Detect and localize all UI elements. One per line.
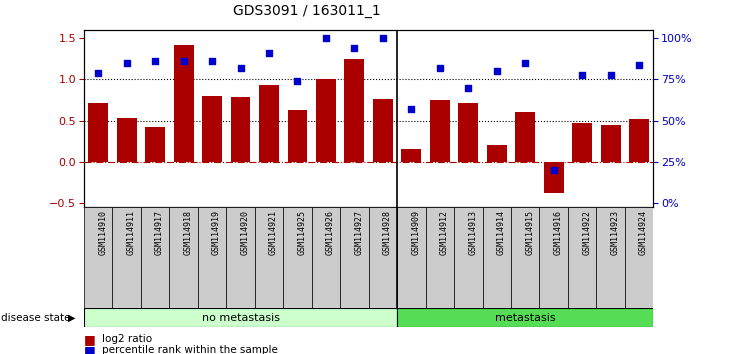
Point <box>178 58 190 64</box>
Point <box>320 35 331 41</box>
Bar <box>231 97 250 162</box>
Bar <box>112 207 141 308</box>
Bar <box>259 85 279 162</box>
Point <box>121 60 133 66</box>
Text: log2 ratio: log2 ratio <box>102 334 153 344</box>
Bar <box>568 207 596 308</box>
Text: GSM114916: GSM114916 <box>553 210 563 255</box>
Text: ■: ■ <box>84 333 96 346</box>
Text: GSM114911: GSM114911 <box>127 210 136 255</box>
Point <box>434 65 445 71</box>
Bar <box>458 103 478 162</box>
Text: GSM114909: GSM114909 <box>412 210 420 255</box>
Bar <box>629 119 649 162</box>
Text: GSM114914: GSM114914 <box>496 210 506 255</box>
Bar <box>316 79 336 162</box>
Text: GSM114927: GSM114927 <box>355 210 364 255</box>
Point <box>604 72 616 78</box>
Bar <box>544 162 564 193</box>
Bar <box>454 207 483 308</box>
Point <box>634 62 645 68</box>
Bar <box>397 207 426 308</box>
Text: GSM114921: GSM114921 <box>269 210 278 255</box>
Bar <box>117 118 137 162</box>
Point <box>577 72 588 78</box>
Text: metastasis: metastasis <box>495 313 556 323</box>
Text: no metastasis: no metastasis <box>201 313 280 323</box>
Text: GSM114926: GSM114926 <box>326 210 335 255</box>
Bar <box>141 207 169 308</box>
Point <box>377 35 388 41</box>
Bar <box>340 207 369 308</box>
Point <box>292 78 304 84</box>
Point <box>206 58 218 64</box>
Point <box>463 85 474 91</box>
Point <box>149 58 161 64</box>
Bar <box>84 308 397 327</box>
Text: percentile rank within the sample: percentile rank within the sample <box>102 346 278 354</box>
Bar <box>397 308 653 327</box>
Bar <box>169 207 198 308</box>
Bar <box>483 207 511 308</box>
Text: GSM114925: GSM114925 <box>298 210 307 255</box>
Bar <box>369 207 397 308</box>
Bar <box>596 207 625 308</box>
Point <box>491 68 502 74</box>
Text: GSM114913: GSM114913 <box>469 210 477 255</box>
Bar <box>572 123 592 162</box>
Text: GSM114917: GSM114917 <box>155 210 164 255</box>
Bar <box>88 103 108 162</box>
Bar <box>312 207 340 308</box>
Bar <box>288 110 307 162</box>
Text: GSM114924: GSM114924 <box>639 210 648 255</box>
Point <box>263 50 274 56</box>
Point <box>235 65 247 71</box>
Bar <box>373 99 393 162</box>
Bar <box>487 145 507 162</box>
Bar <box>345 59 364 162</box>
Bar <box>539 207 568 308</box>
Bar <box>625 207 653 308</box>
Bar <box>515 113 535 162</box>
Point <box>519 60 531 66</box>
Bar <box>174 45 193 162</box>
Bar <box>198 207 226 308</box>
Point <box>406 106 418 112</box>
Text: GSM114918: GSM114918 <box>184 210 193 255</box>
Bar <box>202 96 222 162</box>
Text: GSM114928: GSM114928 <box>383 210 392 255</box>
Text: GSM114912: GSM114912 <box>439 210 449 255</box>
Text: GSM114915: GSM114915 <box>525 210 534 255</box>
Text: GSM114923: GSM114923 <box>610 210 620 255</box>
Bar <box>601 125 620 162</box>
Text: ■: ■ <box>84 344 96 354</box>
Bar <box>255 207 283 308</box>
Text: GDS3091 / 163011_1: GDS3091 / 163011_1 <box>233 4 380 18</box>
Point <box>92 70 104 76</box>
Text: GSM114922: GSM114922 <box>583 210 591 255</box>
Bar <box>402 149 421 162</box>
Bar <box>283 207 312 308</box>
Bar <box>145 127 165 162</box>
Bar <box>226 207 255 308</box>
Bar <box>426 207 454 308</box>
Bar <box>84 207 112 308</box>
Text: GSM114919: GSM114919 <box>212 210 221 255</box>
Bar <box>430 100 450 162</box>
Text: ▶: ▶ <box>68 313 75 323</box>
Text: disease state: disease state <box>1 313 71 323</box>
Text: GSM114920: GSM114920 <box>241 210 250 255</box>
Point <box>349 45 361 51</box>
Bar <box>511 207 539 308</box>
Text: GSM114910: GSM114910 <box>98 210 107 255</box>
Point <box>548 167 559 173</box>
